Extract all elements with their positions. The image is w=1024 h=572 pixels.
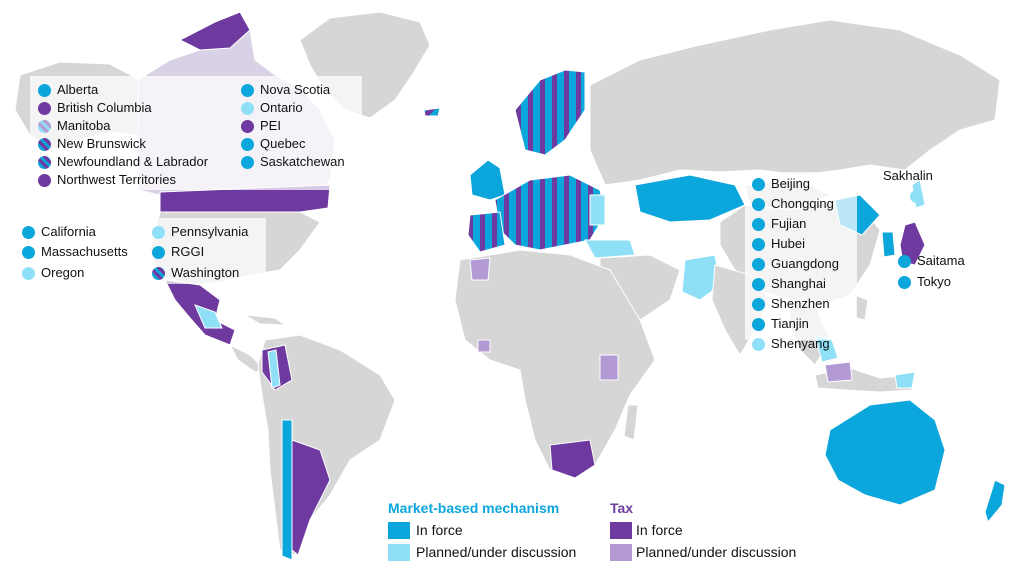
legend-tax-heading: Tax [610, 500, 634, 516]
legend-label-tax-in-force: In force [636, 522, 683, 538]
canada-panel [30, 76, 362, 190]
status-dot-nova-scotia [241, 84, 254, 97]
indonesia-planned [824, 361, 853, 383]
region-label-shenzhen: Shenzhen [771, 296, 830, 311]
region-label-saskatchewan: Saskatchewan [260, 154, 345, 169]
new-zealand [984, 479, 1006, 524]
uk-ireland [469, 159, 506, 201]
status-dot-saskatchewan [241, 156, 254, 169]
status-dot-shenzhen [752, 298, 765, 311]
region-label-saitama: Saitama [917, 253, 965, 268]
region-label-shanghai: Shanghai [771, 276, 826, 291]
status-dot-newfoundland-and-labrador [38, 156, 51, 169]
iberia [467, 211, 506, 253]
status-dot-tianjin [752, 318, 765, 331]
mexico-planned [194, 304, 223, 329]
region-label-beijing: Beijing [771, 176, 811, 191]
russia [589, 19, 1001, 186]
region-label-british-columbia: British Columbia [57, 100, 152, 115]
region-label-tianjin: Tianjin [771, 316, 809, 331]
region-label-oregon: Oregon [41, 265, 85, 280]
status-dot-washington [152, 267, 165, 280]
status-dot-hubei [752, 238, 765, 251]
legend-swatch-market-in-force [388, 522, 410, 539]
japan [899, 221, 926, 266]
legend-market-heading: Market-based mechanism [388, 500, 560, 516]
status-dot-ontario [241, 102, 254, 115]
region-label-washington: Washington [171, 265, 240, 280]
status-dot-pei [241, 120, 254, 133]
status-dot-tokyo [898, 276, 911, 289]
south-africa [549, 439, 596, 479]
region-label-quebec: Quebec [260, 136, 306, 151]
korea [881, 231, 896, 258]
region-label-massachusetts: Massachusetts [41, 244, 128, 259]
turkey [584, 239, 636, 259]
status-dot-northwest-territories [38, 174, 51, 187]
region-label-manitoba: Manitoba [57, 118, 111, 133]
canada-arctic-islands [178, 11, 251, 51]
region-label-rggi: RGGI [171, 244, 205, 259]
cuba [244, 314, 287, 326]
status-dot-british-columbia [38, 102, 51, 115]
status-dot-sakhalin [910, 190, 923, 203]
australia [824, 399, 946, 506]
kenya-planned [599, 354, 619, 381]
region-label-northwest-territories: Northwest Territories [57, 172, 176, 187]
status-dot-manitoba [38, 120, 51, 133]
region-label-pei: PEI [260, 118, 281, 133]
chile [281, 419, 293, 561]
morocco-planned [469, 257, 491, 281]
continental-europe [494, 174, 606, 251]
region-label-newfoundland-and-labrador: Newfoundland & Labrador [57, 154, 209, 169]
status-dot-chongqing [752, 198, 765, 211]
region-label-hubei: Hubei [771, 236, 805, 251]
region-label-new-brunswick: New Brunswick [57, 136, 146, 151]
legend-label-market-planned: Planned/under discussion [416, 544, 577, 560]
region-label-california: California [41, 224, 96, 239]
status-dot-massachusetts [22, 246, 35, 259]
region-label-shenyang: Shenyang [771, 336, 830, 351]
ukraine [589, 194, 606, 226]
iceland [423, 107, 441, 117]
kazakhstan [634, 174, 746, 223]
status-dot-quebec [241, 138, 254, 151]
status-dot-guangdong [752, 258, 765, 271]
cote-divoire-planned [477, 339, 491, 353]
status-dot-pennsylvania [152, 226, 165, 239]
legend-swatch-tax-planned [610, 544, 632, 561]
status-dot-fujian [752, 218, 765, 231]
status-dot-alberta [38, 84, 51, 97]
status-dot-new-brunswick [38, 138, 51, 151]
png [894, 371, 916, 389]
region-label-ontario: Ontario [260, 100, 303, 115]
region-label-sakhalin: Sakhalin [883, 168, 933, 183]
status-dot-shenyang [752, 338, 765, 351]
status-dot-saitama [898, 255, 911, 268]
status-dot-beijing [752, 178, 765, 191]
scandinavia [514, 69, 586, 156]
legend-label-tax-planned: Planned/under discussion [636, 544, 797, 560]
region-label-chongqing: Chongqing [771, 196, 834, 211]
region-label-guangdong: Guangdong [771, 256, 839, 271]
region-label-nova-scotia: Nova Scotia [260, 82, 331, 97]
region-label-fujian: Fujian [771, 216, 807, 231]
legend-swatch-market-planned [388, 544, 410, 561]
legend-label-market-in-force: In force [416, 522, 463, 538]
status-dot-oregon [22, 267, 35, 280]
status-dot-rggi [152, 246, 165, 259]
legend-swatch-tax-in-force [610, 522, 632, 539]
region-label-pennsylvania: Pennsylvania [171, 224, 249, 239]
madagascar [623, 404, 639, 441]
argentina [291, 439, 331, 556]
region-label-alberta: Alberta [57, 82, 99, 97]
pakistan [681, 254, 721, 301]
colombia-planned [267, 349, 281, 389]
region-label-tokyo: Tokyo [917, 274, 951, 289]
status-dot-california [22, 226, 35, 239]
status-dot-shanghai [752, 278, 765, 291]
